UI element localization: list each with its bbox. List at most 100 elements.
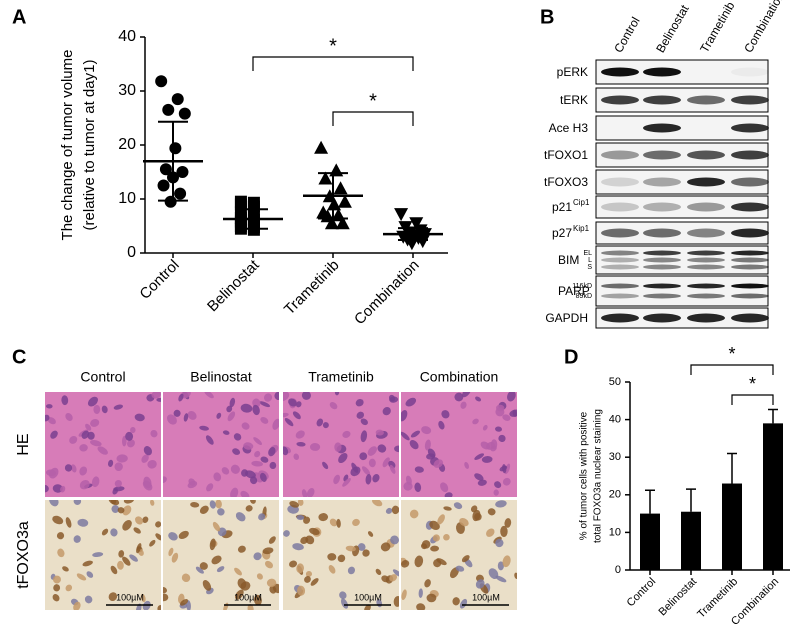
error-bar	[645, 489, 655, 514]
panel-label: C	[12, 346, 26, 368]
y-tick-label: 10	[118, 190, 136, 207]
blot-row-label: PARP	[558, 284, 590, 298]
nucleus	[181, 573, 191, 583]
blot-band	[601, 283, 639, 289]
nucleus	[264, 393, 273, 402]
nucleus	[455, 565, 465, 572]
blot-band	[731, 264, 769, 270]
nucleus	[230, 464, 240, 474]
nucleus	[372, 473, 380, 483]
blot-band	[601, 313, 639, 323]
nucleus	[268, 447, 276, 457]
nucleus	[253, 594, 262, 606]
nucleus	[69, 435, 78, 444]
blot-band	[687, 313, 725, 323]
nucleus	[53, 584, 61, 592]
x-tick-label: Belinostat	[657, 576, 700, 619]
nucleus	[45, 414, 50, 422]
nucleus	[107, 459, 114, 467]
nucleus	[187, 480, 198, 489]
nucleus	[514, 572, 517, 579]
nucleus	[73, 535, 81, 543]
nucleus	[365, 473, 372, 485]
nucleus	[122, 519, 132, 531]
error-bar	[238, 208, 268, 230]
histology-image	[45, 392, 161, 497]
nucleus	[304, 576, 311, 583]
blot-band	[687, 257, 725, 263]
nucleus	[421, 540, 431, 549]
nucleus	[342, 430, 351, 438]
nucleus	[482, 424, 488, 431]
nucleus	[85, 423, 92, 431]
nucleus	[215, 500, 222, 509]
nucleus	[414, 482, 422, 493]
data-point	[157, 179, 170, 192]
nucleus	[336, 518, 341, 528]
nucleus	[502, 414, 511, 421]
data-point	[329, 163, 344, 177]
nucleus	[122, 505, 132, 516]
nucleus	[444, 492, 453, 497]
nucleus	[426, 593, 437, 603]
nucleus	[113, 404, 124, 410]
blot-column-label: Combination	[741, 0, 787, 55]
nucleus	[252, 404, 260, 416]
blot-band	[643, 177, 681, 187]
nucleus	[409, 509, 419, 519]
y-tick-label: 10	[609, 526, 621, 538]
blot-row-sup: Cip1	[573, 198, 590, 207]
nucleus	[438, 420, 445, 430]
data-point	[327, 197, 342, 211]
nucleus	[293, 453, 300, 460]
nucleus	[382, 407, 391, 416]
data-point	[324, 216, 339, 230]
nucleus	[295, 430, 305, 439]
data-point	[415, 235, 430, 249]
nucleus	[125, 431, 134, 441]
nucleus	[217, 508, 225, 516]
nucleus	[111, 505, 120, 513]
nucleus	[173, 409, 181, 417]
significance-label: *	[728, 344, 735, 364]
blot-frame	[595, 275, 769, 307]
nucleus	[497, 561, 504, 571]
blot-band	[687, 283, 725, 289]
histology-image	[401, 392, 517, 497]
x-tick-label: Control	[136, 257, 182, 303]
nucleus	[362, 549, 370, 557]
blot-column-label: Belinostat	[653, 2, 692, 55]
nucleus	[269, 461, 277, 470]
nucleus	[474, 473, 484, 481]
nucleus	[178, 530, 189, 540]
histology-image	[45, 500, 161, 610]
nucleus	[230, 487, 239, 497]
data-point	[174, 187, 187, 200]
nucleus	[401, 431, 410, 441]
nucleus	[52, 575, 61, 584]
blot-band	[731, 202, 769, 212]
nucleus	[168, 547, 174, 557]
blot-row-label: p27	[552, 226, 572, 240]
data-point	[159, 163, 172, 176]
nucleus	[440, 482, 449, 493]
nucleus	[288, 398, 297, 407]
nucleus	[296, 514, 305, 521]
nucleus	[143, 476, 152, 489]
nucleus	[345, 545, 356, 552]
error-bar	[768, 408, 778, 424]
blot-band	[687, 95, 725, 105]
scale-bar-label: 100µM	[354, 592, 382, 602]
nucleus	[247, 603, 254, 610]
blot-band	[687, 150, 725, 160]
nucleus	[163, 476, 167, 484]
nucleus	[361, 466, 371, 476]
histology-column-label: Combination	[420, 369, 499, 385]
nucleus	[57, 548, 65, 558]
y-axis-label: total FOXO3a nuclear staining	[593, 409, 604, 543]
nucleus	[292, 411, 301, 420]
nucleus	[206, 483, 214, 492]
blot-band	[601, 95, 639, 105]
nucleus	[73, 500, 82, 505]
blot-row-label: pERK	[557, 65, 588, 79]
